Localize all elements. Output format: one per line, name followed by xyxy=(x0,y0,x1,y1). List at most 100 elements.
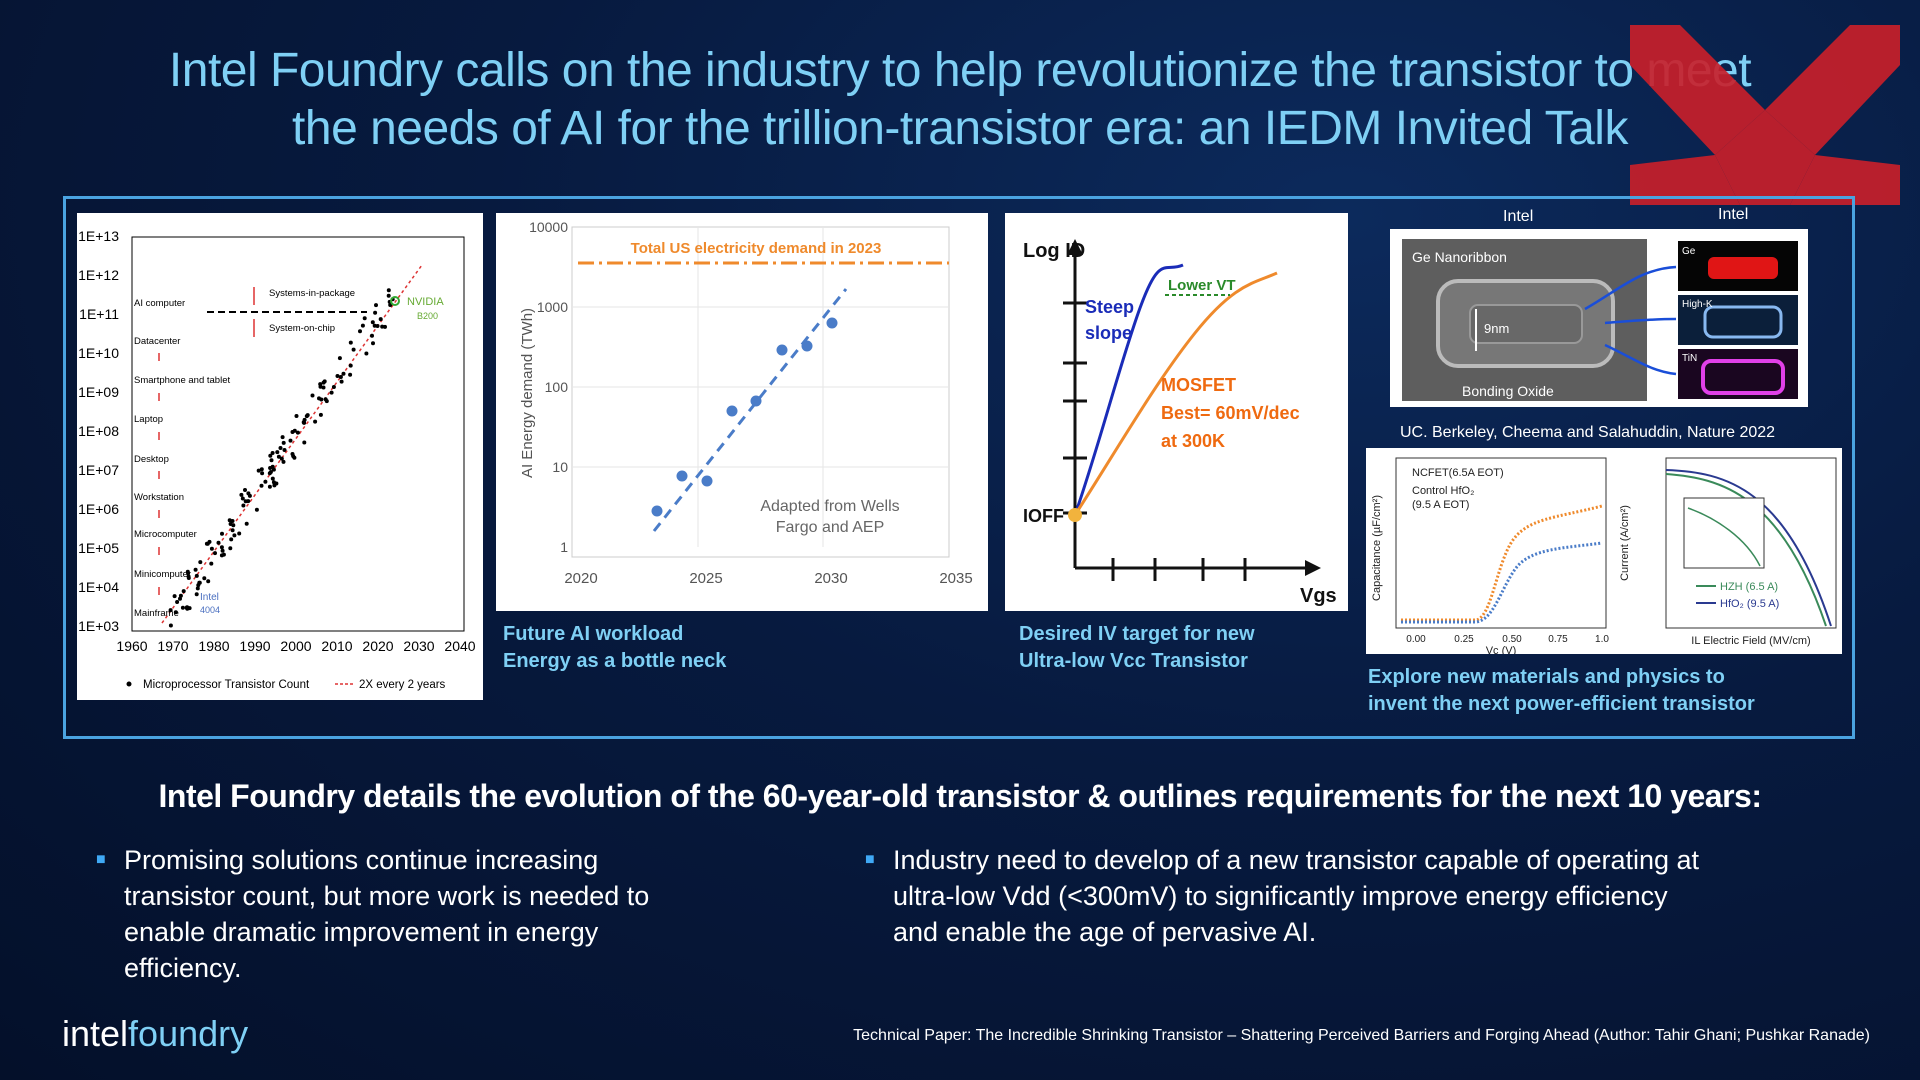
era-label: Microcomputer xyxy=(134,529,197,540)
ytick: 100 xyxy=(545,379,569,395)
data-point xyxy=(337,356,342,361)
xtick: 2000 xyxy=(280,638,311,654)
ytick: 1000 xyxy=(537,299,568,315)
data-point xyxy=(360,323,365,328)
cap-xlabel: Vc (V) xyxy=(1486,645,1517,654)
data-point xyxy=(275,450,280,455)
xtick: 2030 xyxy=(814,570,847,587)
era-label: Minicomputer xyxy=(134,569,191,580)
ioff-label: IOFF xyxy=(1023,506,1064,526)
svg-text:0.50: 0.50 xyxy=(1502,634,1522,645)
data-point xyxy=(358,329,362,334)
data-point xyxy=(304,414,309,419)
xtick: 1980 xyxy=(198,638,229,654)
data-point xyxy=(180,605,185,610)
data-point xyxy=(380,324,385,329)
data-point xyxy=(263,479,268,484)
data-point xyxy=(178,593,183,598)
data-point xyxy=(228,522,233,526)
data-point xyxy=(279,456,284,461)
legend-count: Microprocessor Transistor Count xyxy=(143,679,310,691)
energy-demand-chart: 10000 1000 100 10 1 2020 2025 2030 2035 … xyxy=(496,213,988,611)
data-point xyxy=(329,390,334,395)
data-point xyxy=(168,623,173,628)
data-point xyxy=(318,384,323,389)
data-point xyxy=(186,571,191,576)
data-point xyxy=(338,375,343,379)
legend-trend: 2X every 2 years xyxy=(359,679,446,691)
data-point xyxy=(341,371,346,376)
9nm-label: 9nm xyxy=(1484,321,1509,336)
nature-citation: UC. Berkeley, Cheema and Salahuddin, Nat… xyxy=(1400,424,1776,441)
data-point xyxy=(240,496,245,501)
data-point xyxy=(198,560,203,565)
data-point xyxy=(239,492,244,497)
data-point xyxy=(219,553,224,558)
bullet-right: ■ Industry need to develop of a new tran… xyxy=(865,842,1873,950)
data-point xyxy=(294,414,299,418)
era-label: Laptop xyxy=(134,414,163,425)
log-id-label: Log ID xyxy=(1023,240,1085,262)
data-point xyxy=(292,455,297,460)
data-point xyxy=(181,589,186,594)
data-point xyxy=(219,545,224,550)
data-point xyxy=(310,393,315,398)
bullet-square-icon: ■ xyxy=(865,851,875,868)
ytick: 1E+06 xyxy=(78,501,119,517)
ytick: 1E+04 xyxy=(78,579,119,595)
data-point xyxy=(209,561,214,566)
data-point xyxy=(351,347,356,352)
page-title: Intel Foundry calls on the industry to h… xyxy=(0,42,1920,158)
current-ylabel: Current (A/cm²) xyxy=(1619,505,1631,581)
era-label: Datacenter xyxy=(134,336,180,347)
title-line-1: Intel Foundry calls on the industry to h… xyxy=(168,44,1752,97)
data-point xyxy=(168,608,173,613)
data-point xyxy=(322,379,327,384)
data-point xyxy=(348,372,353,377)
xtick: 2020 xyxy=(564,570,597,587)
intel-label-left: Intel xyxy=(1503,208,1534,225)
highk-label: High-K xyxy=(1682,299,1713,310)
figure-frame xyxy=(63,196,1855,739)
data-point xyxy=(267,484,272,489)
ytick: 1E+07 xyxy=(78,462,119,478)
data-point xyxy=(274,481,279,486)
data-point xyxy=(243,499,248,504)
data-point xyxy=(302,420,307,425)
data-point xyxy=(370,333,374,338)
ytick: 1 xyxy=(560,539,568,555)
nvidia-label: NVIDIA xyxy=(407,296,444,308)
era-label: Desktop xyxy=(134,454,169,465)
data-point xyxy=(362,316,367,321)
data-point xyxy=(335,374,340,378)
data-point xyxy=(313,419,318,424)
data-point xyxy=(228,546,233,551)
vgs-label: Vgs xyxy=(1300,585,1337,607)
data-point xyxy=(317,396,321,401)
data-point xyxy=(246,491,251,496)
sip-label: Systems-in-package xyxy=(269,288,355,299)
xtick: 2025 xyxy=(689,570,722,587)
energy-caption: Future AI workload Energy as a bottle ne… xyxy=(503,623,727,672)
data-point xyxy=(386,288,391,293)
data-point xyxy=(204,541,209,546)
data-point xyxy=(276,454,281,459)
data-point xyxy=(206,579,211,584)
xtick: 2040 xyxy=(444,638,475,654)
ge-nanoribbon-label: Ge Nanoribbon xyxy=(1412,249,1507,265)
data-point xyxy=(259,467,264,472)
data-point xyxy=(318,412,323,417)
nanoribbon-image: Ge Nanoribbon 9nm Bonding Oxide Ge High-… xyxy=(1390,229,1808,407)
xtick: 2035 xyxy=(939,570,972,587)
lower-vt-label: Lower VT xyxy=(1168,277,1236,294)
data-point xyxy=(220,548,225,553)
svg-text:0.25: 0.25 xyxy=(1454,634,1474,645)
data-point xyxy=(209,546,214,551)
data-point xyxy=(184,605,189,610)
data-point xyxy=(187,606,192,611)
ncfet-charts: Capacitance (µF/cm²) 0.00 0.25 0.50 0.75… xyxy=(1366,448,1842,654)
data-point xyxy=(268,453,273,458)
data-point xyxy=(237,531,242,536)
bonding-oxide-label: Bonding Oxide xyxy=(1462,383,1554,399)
data-point xyxy=(271,467,276,472)
